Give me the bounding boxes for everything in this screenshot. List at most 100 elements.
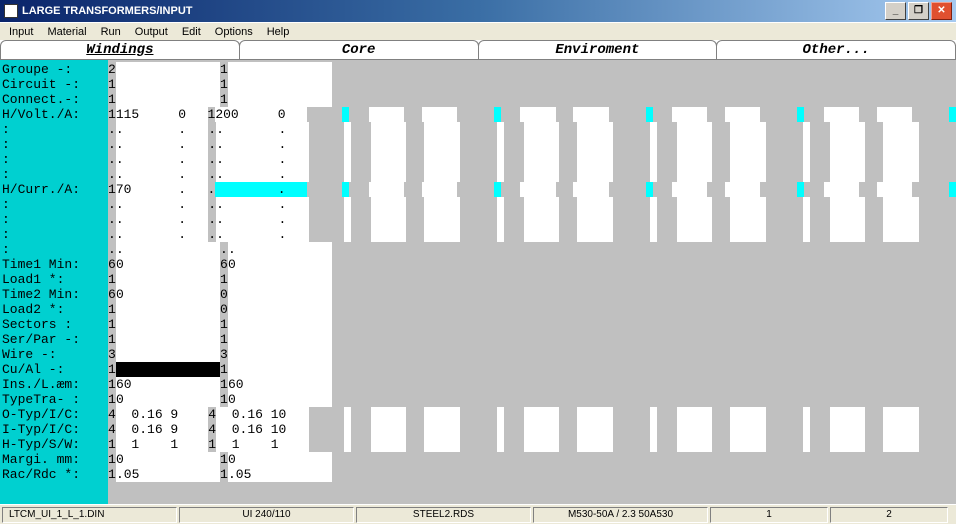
input-cell[interactable]: 1 1 xyxy=(216,437,308,452)
tab-bar: Windings Core Enviroment Other... xyxy=(0,40,956,60)
tab-windings[interactable]: Windings xyxy=(0,40,240,59)
input-cell[interactable] xyxy=(228,287,332,302)
input-cell[interactable] xyxy=(116,332,220,347)
input-cell[interactable] xyxy=(228,347,332,362)
input-cell[interactable] xyxy=(116,362,220,377)
grid-row: 10 xyxy=(108,302,956,317)
input-cell[interactable]: . . xyxy=(216,212,308,227)
input-cell[interactable] xyxy=(228,77,332,92)
maximize-button[interactable]: ❐ xyxy=(908,2,929,20)
grid-row: 11 xyxy=(108,77,956,92)
menu-run[interactable]: Run xyxy=(94,25,128,39)
grid-row: .. ... . xyxy=(108,212,956,227)
input-cell[interactable] xyxy=(116,272,220,287)
input-cell[interactable]: 0 xyxy=(228,257,332,272)
input-cell[interactable]: 0 xyxy=(228,452,332,467)
input-cell[interactable]: 60 xyxy=(228,377,332,392)
input-cell[interactable]: 0.16 10 xyxy=(216,407,308,422)
grid-row: .. ... . xyxy=(108,197,956,212)
input-cell[interactable] xyxy=(116,77,220,92)
input-cell[interactable]: 115 0 xyxy=(116,107,208,122)
grid-row: 600 xyxy=(108,287,956,302)
input-cell[interactable]: . . xyxy=(116,167,208,182)
grid-row: 170 .. . xyxy=(108,182,956,197)
row-label: TypeTra- : xyxy=(0,392,108,407)
input-cell[interactable] xyxy=(116,347,220,362)
row-label: Groupe -: xyxy=(0,62,108,77)
status-pane-steel: STEEL2.RDS xyxy=(356,507,531,523)
tab-other[interactable]: Other... xyxy=(716,40,956,59)
row-label: : xyxy=(0,197,108,212)
status-pane-core: UI 240/110 xyxy=(179,507,354,523)
row-label: I-Typ/I/C: xyxy=(0,422,108,437)
input-cell[interactable]: 0.16 9 xyxy=(116,422,208,437)
input-cell[interactable] xyxy=(116,62,220,77)
row-label: : xyxy=(0,122,108,137)
tab-enviroment[interactable]: Enviroment xyxy=(478,40,718,59)
input-cell[interactable]: . . xyxy=(116,137,208,152)
input-cell[interactable]: . . xyxy=(216,122,308,137)
input-cell[interactable] xyxy=(228,362,332,377)
input-cell[interactable]: . . xyxy=(116,197,208,212)
row-label: Sectors : xyxy=(0,317,108,332)
grid-row: 21 xyxy=(108,62,956,77)
input-cell[interactable]: . . xyxy=(216,137,308,152)
grid-row: 11 xyxy=(108,332,956,347)
input-cell[interactable]: . xyxy=(116,242,220,257)
input-cell[interactable]: . . xyxy=(216,167,308,182)
menu-help[interactable]: Help xyxy=(260,25,297,39)
row-label: H/Volt./A: xyxy=(0,107,108,122)
menu-bar: Input Material Run Output Edit Options H… xyxy=(0,22,956,40)
grid-row: 1010 xyxy=(108,452,956,467)
tab-core[interactable]: Core xyxy=(239,40,479,59)
input-cell[interactable]: . . xyxy=(116,122,208,137)
grid-row: 160160 xyxy=(108,377,956,392)
menu-material[interactable]: Material xyxy=(40,25,93,39)
menu-output[interactable]: Output xyxy=(128,25,175,39)
close-button[interactable]: ✕ xyxy=(931,2,952,20)
input-cell[interactable] xyxy=(228,332,332,347)
input-cell[interactable] xyxy=(228,302,332,317)
menu-options[interactable]: Options xyxy=(208,25,260,39)
input-cell[interactable]: . . xyxy=(216,152,308,167)
row-label: Time1 Min: xyxy=(0,257,108,272)
menu-edit[interactable]: Edit xyxy=(175,25,208,39)
input-cell[interactable]: .05 xyxy=(116,467,220,482)
input-cell[interactable]: .05 xyxy=(228,467,332,482)
input-cell[interactable] xyxy=(228,62,332,77)
input-cell[interactable]: 0.16 10 xyxy=(216,422,308,437)
input-cell[interactable]: 0.16 9 xyxy=(116,407,208,422)
input-cell[interactable]: . . xyxy=(216,197,308,212)
input-cell[interactable]: . . xyxy=(116,152,208,167)
input-cell[interactable]: . . xyxy=(216,227,308,242)
input-cell[interactable]: . . xyxy=(116,212,208,227)
input-cell[interactable] xyxy=(228,272,332,287)
input-cell[interactable]: 0 xyxy=(116,287,220,302)
status-pane-file: LTCM_UI_1_L_1.DIN xyxy=(2,507,177,523)
window-titlebar: LARGE TRANSFORMERS/INPUT _ ❐ ✕ xyxy=(0,0,956,22)
row-label: : xyxy=(0,137,108,152)
input-cell[interactable]: 60 xyxy=(116,377,220,392)
row-label: Connect.-: xyxy=(0,92,108,107)
row-label: : xyxy=(0,227,108,242)
input-cell[interactable]: 0 xyxy=(116,257,220,272)
grid-row: .. ... . xyxy=(108,122,956,137)
input-cell[interactable] xyxy=(116,317,220,332)
input-cell[interactable]: . xyxy=(228,242,332,257)
menu-input[interactable]: Input xyxy=(2,25,40,39)
input-cell[interactable]: 1 1 xyxy=(116,437,208,452)
input-cell[interactable]: 200 0 xyxy=(215,107,307,122)
input-cell[interactable] xyxy=(116,92,220,107)
input-cell[interactable]: . . xyxy=(116,227,208,242)
grid-row: .. ... . xyxy=(108,227,956,242)
input-cell[interactable] xyxy=(116,302,220,317)
input-cell[interactable] xyxy=(228,92,332,107)
app-icon xyxy=(4,4,18,18)
input-cell[interactable]: 0 xyxy=(116,392,220,407)
input-cell[interactable]: 0 xyxy=(116,452,220,467)
minimize-button[interactable]: _ xyxy=(885,2,906,20)
input-cell[interactable]: . xyxy=(215,182,307,197)
input-cell[interactable] xyxy=(228,317,332,332)
input-cell[interactable]: 0 xyxy=(228,392,332,407)
input-cell[interactable]: 70 . xyxy=(116,182,208,197)
